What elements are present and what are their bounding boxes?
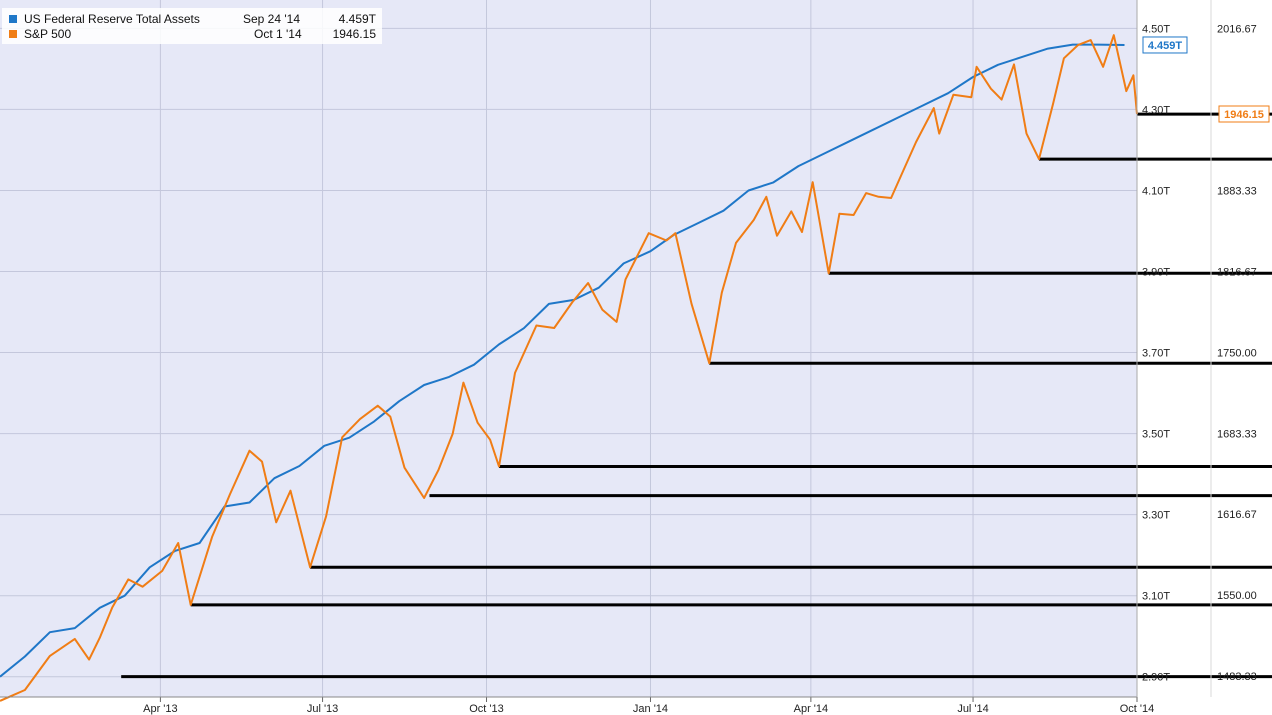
y-left-tick-label: 3.30T bbox=[1142, 510, 1170, 522]
y-left-tick-label: 3.10T bbox=[1142, 591, 1170, 603]
y-right-tick-label: 1483.33 bbox=[1217, 671, 1257, 683]
y-right-tick-label: 1550.00 bbox=[1217, 590, 1257, 602]
y-right-tick-label: 1750.00 bbox=[1217, 347, 1257, 359]
legend-value-fed: 4.459T bbox=[339, 12, 377, 26]
legend-date-sp500: Oct 1 '14 bbox=[254, 27, 302, 41]
plot-background bbox=[0, 0, 1137, 697]
y-left-tick-label: 3.90T bbox=[1142, 267, 1170, 279]
y-left-tick-label: 4.30T bbox=[1142, 104, 1170, 116]
series-line-sp500 bbox=[0, 34, 1138, 702]
y-left-tick-label: 3.50T bbox=[1142, 429, 1170, 441]
series-line-fed-assets bbox=[0, 43, 1125, 678]
support-lines bbox=[121, 112, 1272, 679]
legend-swatch-fed bbox=[9, 15, 17, 23]
x-tick-label: Jan '14 bbox=[633, 703, 668, 715]
x-tick-label: Jul '13 bbox=[307, 703, 338, 715]
legend-date-fed: Sep 24 '14 bbox=[243, 12, 300, 26]
y-left-tick-label: 2.90T bbox=[1142, 672, 1170, 684]
legend-name-sp500: S&P 500 bbox=[24, 27, 71, 41]
legend-name-fed: US Federal Reserve Total Assets bbox=[24, 12, 200, 26]
last-value-tag-fed bbox=[1142, 36, 1188, 54]
y-left-tick-label: 3.70T bbox=[1142, 348, 1170, 360]
x-tick-label: Apr '14 bbox=[794, 703, 829, 715]
y-right-tick-label: 1816.67 bbox=[1217, 266, 1257, 278]
y-left-tick-label: 4.50T bbox=[1142, 23, 1170, 35]
series-layer bbox=[0, 34, 1138, 702]
x-tick-label: Jul '14 bbox=[957, 703, 988, 715]
legend-swatch-sp500 bbox=[9, 30, 17, 38]
y-right-tick-label: 1683.33 bbox=[1217, 428, 1257, 440]
legend-value-sp500: 1946.15 bbox=[333, 27, 377, 41]
y-left-tick-label: 4.10T bbox=[1142, 185, 1170, 197]
last-value-label-sp500: 1946.15 bbox=[1224, 109, 1264, 121]
y-right-tick-label: 2016.67 bbox=[1217, 23, 1257, 35]
last-value-tag-sp500 bbox=[1218, 105, 1270, 123]
legend: US Federal Reserve Total Assets Sep 24 '… bbox=[2, 8, 382, 44]
last-value-label-fed: 4.459T bbox=[1148, 40, 1183, 52]
legend-box bbox=[2, 8, 382, 44]
x-tick-label: Oct '14 bbox=[1120, 703, 1155, 715]
x-tick-label: Apr '13 bbox=[143, 703, 178, 715]
x-tick-label: Oct '13 bbox=[469, 703, 504, 715]
y-right-tick-label: 1883.33 bbox=[1217, 185, 1257, 197]
y-right-tick-label: 1616.67 bbox=[1217, 509, 1257, 521]
